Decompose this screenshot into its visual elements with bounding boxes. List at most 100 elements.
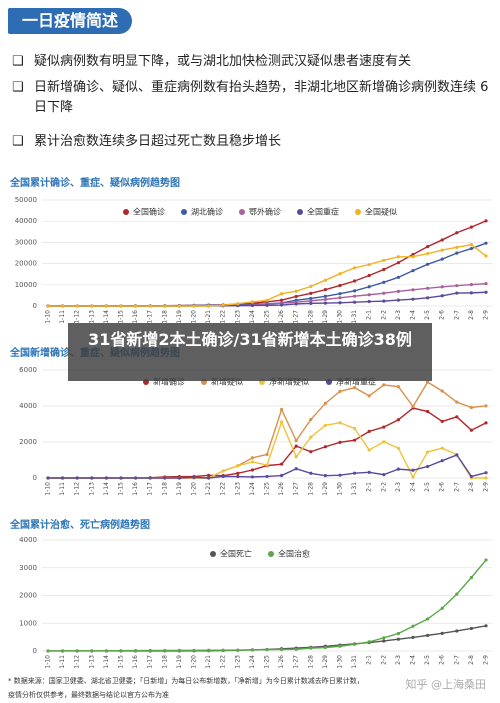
legend-marker — [181, 209, 187, 215]
x-tick-label: 2-8 — [468, 482, 475, 492]
data-point — [134, 476, 138, 480]
x-tick-label: 1-12 — [74, 655, 81, 669]
data-point — [323, 294, 327, 298]
data-point — [396, 418, 400, 422]
bullet: ❑ 日新增确诊、疑似、重症病例数有抬头趋势，非湖北地区新增确诊病例数连续 6 日下… — [12, 78, 492, 118]
x-tick-label: 1-19 — [176, 482, 183, 496]
x-tick-label: 1-17 — [147, 482, 154, 496]
x-tick-label: 1-20 — [191, 310, 198, 324]
x-tick-label: 2-3 — [395, 655, 402, 665]
data-point — [309, 450, 313, 454]
data-point — [382, 258, 386, 262]
data-point — [426, 262, 430, 266]
data-point — [469, 291, 473, 295]
data-point — [309, 435, 313, 439]
data-point — [134, 304, 138, 308]
watermark: 知乎 @上海桑田 — [405, 678, 487, 691]
series-line — [48, 625, 487, 652]
data-point — [221, 303, 225, 307]
legend-label: 新增确诊 — [153, 377, 185, 387]
data-point — [411, 468, 415, 472]
data-point — [382, 267, 386, 272]
x-tick-label: 1-22 — [220, 655, 227, 669]
x-tick-label: 2-1 — [366, 482, 373, 492]
data-point — [426, 245, 430, 249]
x-tick-label: 1-20 — [191, 655, 198, 669]
bullet-text: 日新增确诊、疑似、重症病例数有抬头趋势，非湖北地区新增确诊病例数连续 6 日下降 — [34, 80, 489, 115]
x-tick-label: 1-10 — [45, 310, 52, 324]
data-point — [382, 639, 386, 643]
legend-marker — [210, 551, 216, 557]
data-point — [61, 476, 65, 480]
x-tick-label: 2-8 — [468, 310, 475, 320]
chart-title: 全国累计治愈、死亡病例趋势图 — [9, 518, 150, 531]
x-tick-label: 1-19 — [176, 655, 183, 669]
legend-marker — [355, 209, 361, 215]
data-point — [396, 446, 400, 450]
data-point — [75, 304, 79, 308]
chart-title: 全国累计确诊、重症、疑似病例趋势图 — [9, 176, 180, 189]
data-point — [469, 225, 473, 229]
legend-label: 全国重症 — [307, 207, 339, 217]
data-point — [134, 648, 138, 653]
data-point — [382, 291, 386, 295]
data-point — [250, 460, 254, 464]
data-point — [163, 304, 167, 308]
x-tick-label: 1-15 — [118, 310, 125, 324]
data-point — [338, 301, 342, 305]
data-point — [163, 476, 167, 480]
data-point — [484, 241, 488, 245]
data-point — [323, 401, 327, 405]
y-tick-label: 2000 — [19, 438, 37, 446]
news-banner: 31省新增2本土确诊/31省新增本土确诊38例 — [68, 323, 432, 381]
data-point — [148, 648, 152, 653]
legend-label: 新增疑似 — [211, 377, 243, 387]
footnote: 疫情分析仅供参考，最终数据与结论以官方公布为准 — [8, 691, 169, 699]
data-point — [280, 647, 284, 652]
data-point — [294, 439, 298, 443]
series-line — [48, 242, 487, 307]
data-point — [484, 476, 488, 480]
x-tick-label: 1-23 — [234, 482, 241, 496]
data-point — [455, 245, 459, 249]
bullet-text: 疑似病例数有明显下降，或与湖北加快检测武汉疑似患者速度有关 — [34, 54, 412, 69]
x-tick-label: 1-10 — [45, 482, 52, 496]
x-tick-label: 1-13 — [88, 310, 95, 324]
legend-marker — [297, 209, 303, 215]
data-point — [455, 231, 459, 235]
data-point — [440, 389, 444, 393]
x-tick-label: 1-13 — [88, 655, 95, 669]
x-tick-label: 1-30 — [337, 482, 344, 496]
data-point — [221, 474, 225, 479]
data-point — [353, 294, 357, 298]
data-point — [294, 444, 298, 448]
legend-marker — [239, 209, 245, 215]
data-point — [367, 299, 371, 304]
legend-marker — [268, 551, 274, 557]
data-point — [192, 648, 196, 652]
data-point — [367, 448, 371, 452]
data-point — [265, 463, 269, 467]
data-point — [163, 648, 167, 653]
legend-label: 全国死亡 — [220, 549, 252, 559]
data-point — [338, 272, 342, 276]
data-point — [309, 471, 313, 475]
data-point — [309, 417, 313, 422]
data-point — [382, 299, 386, 303]
data-point — [396, 637, 400, 641]
x-tick-label: 1-21 — [205, 655, 212, 669]
legend-label: 净新增重症 — [336, 377, 376, 387]
x-tick-label: 2-2 — [380, 482, 387, 492]
x-tick-label: 2-4 — [410, 482, 417, 492]
data-point — [367, 262, 371, 267]
x-tick-label: 1-24 — [249, 655, 256, 669]
x-tick-label: 1-12 — [74, 310, 81, 324]
data-point — [236, 464, 240, 468]
data-point — [75, 476, 79, 480]
x-tick-label: 2-4 — [410, 655, 417, 665]
data-point — [484, 471, 488, 475]
x-tick-label: 2-9 — [483, 655, 490, 665]
data-point — [440, 238, 444, 242]
x-tick-label: 2-4 — [410, 310, 417, 320]
